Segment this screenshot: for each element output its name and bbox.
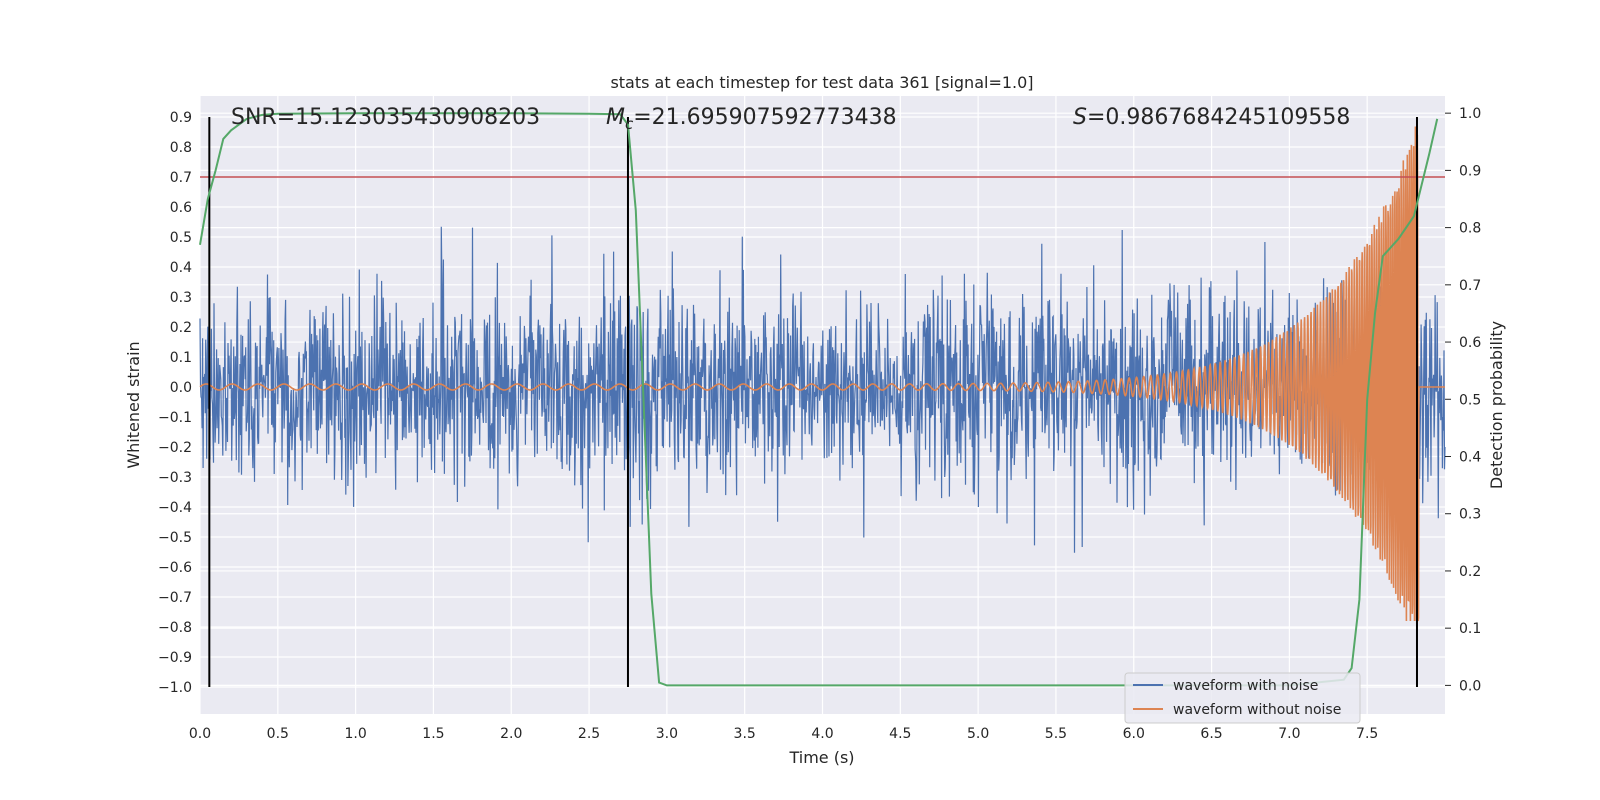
x-tick-label: 5.5: [1045, 726, 1067, 742]
legend-label-clean: waveform without noise: [1173, 702, 1341, 718]
x-tick-label: 0.5: [267, 726, 289, 742]
y-tick-label: −0.3: [158, 470, 192, 486]
x-tick-label: 2.5: [578, 726, 600, 742]
y-tick-label: 0.4: [170, 260, 192, 276]
y-tick-label: −0.7: [158, 590, 192, 606]
y2-tick-label: 0.0: [1459, 678, 1481, 694]
y-tick-label: 0.9: [170, 110, 192, 126]
y2-tick-label: 0.1: [1459, 621, 1481, 637]
series-detection-probability: [199, 112, 1439, 687]
y-tick-label: 0.0: [170, 380, 192, 396]
x-tick-label: 0.0: [189, 726, 211, 742]
y2-tick-label: 0.3: [1459, 507, 1481, 523]
y-tick-label: −0.1: [158, 410, 192, 426]
chirp-trace: [199, 126, 1445, 622]
y-tick-label: −0.8: [158, 620, 192, 636]
y2-axis-ticks: 0.0 0.1 0.2 0.3 0.4 0.5 0.6 0.7 0.8 0.9 1.0: [1445, 106, 1481, 694]
x-tick-label: 2.0: [500, 726, 522, 742]
x-axis-ticks: 0.0 0.5 1.0 1.5 2.0 2.5 3.0 3.5 4.0 4.5 5.0 5.5 6.0 6…: [189, 726, 1378, 742]
y2-tick-label: 1.0: [1459, 106, 1481, 122]
probability-trace: [199, 112, 1439, 687]
y-tick-label: −0.4: [158, 500, 192, 516]
x-tick-label: 4.0: [811, 726, 833, 742]
y-axis-label: Whitened strain: [124, 341, 143, 468]
x-axis-label: Time (s): [788, 748, 854, 767]
x-tick-label: 7.5: [1356, 726, 1378, 742]
noise-trace: [199, 226, 1446, 553]
y2-tick-label: 0.6: [1459, 335, 1481, 351]
chart-title: stats at each timestep for test data 361…: [610, 73, 1033, 92]
legend: waveform with noise waveform without noi…: [1124, 672, 1361, 724]
legend-box: [1124, 672, 1361, 724]
annotation-s-symbol: S: [1073, 105, 1087, 130]
annotation-snr: SNR=15.123035430908203: [231, 105, 540, 130]
y-tick-label: 0.6: [170, 200, 192, 216]
x-tick-label: 6.0: [1123, 726, 1145, 742]
y2-tick-label: 0.2: [1459, 564, 1481, 580]
y-tick-label: 0.7: [170, 170, 192, 186]
annotation-chirp-mass-symbol: M: [606, 105, 625, 130]
y-tick-label: 0.2: [170, 320, 192, 336]
y2-tick-label: 0.4: [1459, 450, 1481, 466]
y2-tick-label: 0.9: [1459, 163, 1481, 179]
x-tick-label: 3.5: [734, 726, 756, 742]
y-tick-label: −1.0: [158, 680, 192, 696]
annotation-chirp-mass: Mc=21.695907592773438: [606, 105, 897, 133]
annotation-s-value: =0.9867684245109558: [1087, 105, 1350, 130]
annotation-chirp-mass-value: =21.695907592773438: [633, 105, 896, 130]
x-tick-label: 5.0: [967, 726, 989, 742]
y2-tick-label: 0.5: [1459, 392, 1481, 408]
y-tick-label: −0.2: [158, 440, 192, 456]
vertical-markers: [208, 117, 1418, 687]
y2-axis-label: Detection probability: [1487, 321, 1506, 489]
y-axis-ticks: −1.0 −0.9 −0.8 −0.7 −0.6 −0.5 −0.4 −0.3 −0.2 −0.1…: [158, 110, 192, 696]
x-tick-label: 6.5: [1200, 726, 1222, 742]
y-tick-label: 0.3: [170, 290, 192, 306]
y-tick-label: −0.9: [158, 650, 192, 666]
x-tick-label: 3.0: [656, 726, 678, 742]
annotation-chirp-mass-subscript: c: [625, 115, 634, 133]
y-tick-label: 0.8: [170, 140, 192, 156]
y2-tick-label: 0.7: [1459, 278, 1481, 294]
y-tick-label: −0.5: [158, 530, 192, 546]
series-waveform-with-noise: [199, 226, 1446, 553]
series-waveform-without-noise: [199, 126, 1445, 622]
y-tick-label: −0.6: [158, 560, 192, 576]
x-tick-label: 4.5: [889, 726, 911, 742]
y-tick-label: 0.5: [170, 230, 192, 246]
annotation-s: S=0.9867684245109558: [1073, 105, 1350, 130]
x-tick-label: 1.5: [422, 726, 444, 742]
x-tick-label: 7.0: [1278, 726, 1300, 742]
y-tick-label: 0.1: [170, 350, 192, 366]
y2-tick-label: 0.8: [1459, 221, 1481, 237]
x-tick-label: 1.0: [344, 726, 366, 742]
legend-label-noise: waveform with noise: [1173, 678, 1318, 694]
